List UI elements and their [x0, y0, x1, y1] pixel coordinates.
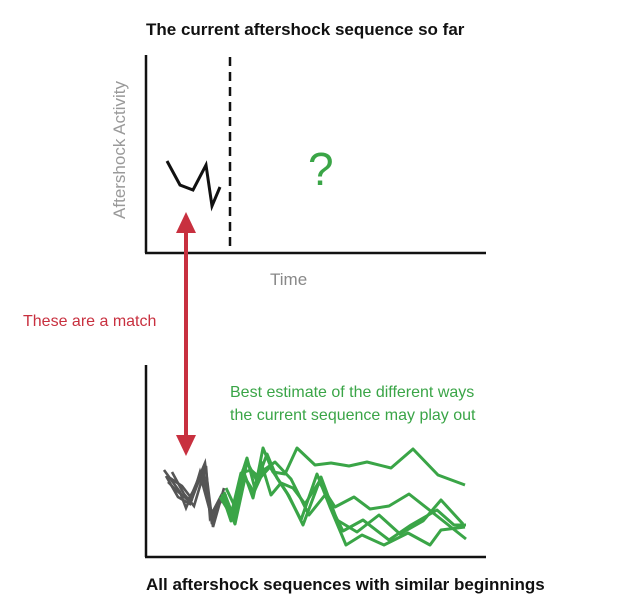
unknown-future-question-mark: ? [308, 143, 334, 195]
top-panel-title: The current aftershock sequence so far [146, 20, 465, 39]
similar-beginnings-bundle [162, 458, 228, 528]
x-axis-label: Time [270, 270, 308, 289]
similar-beginning-line [170, 465, 228, 522]
future-line [221, 460, 466, 542]
current-sequence-line [165, 160, 222, 212]
future-line [224, 452, 465, 536]
future-line [218, 465, 466, 547]
bottom-panel-title: All aftershock sequences with similar be… [146, 575, 545, 594]
match-arrow-head-down [176, 435, 196, 456]
match-label: These are a match [23, 313, 157, 330]
estimate-line-1: Best estimate of the different ways [230, 384, 475, 401]
estimate-description: Best estimate of the different ways the … [230, 381, 475, 427]
match-arrow-head-up [176, 212, 196, 233]
estimate-futures [218, 446, 467, 547]
y-axis-label: Aftershock Activity [110, 81, 129, 219]
future-line [220, 446, 466, 523]
estimate-line-2: the current sequence may play out [230, 407, 476, 424]
